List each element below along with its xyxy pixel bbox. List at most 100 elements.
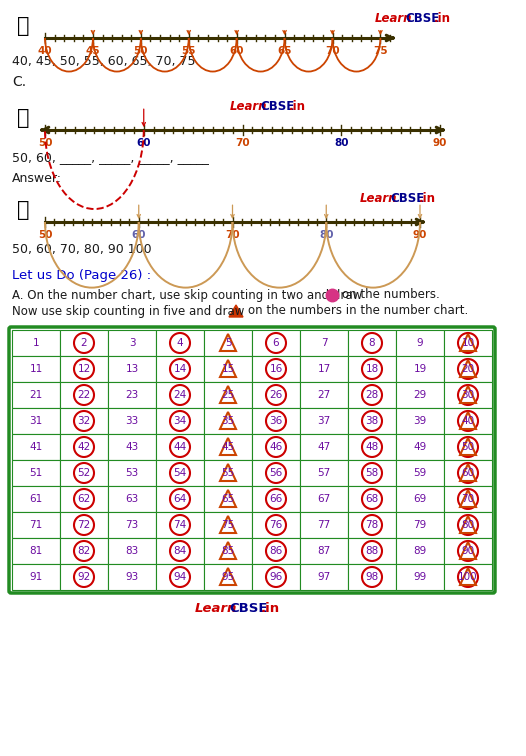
Bar [156, 434, 204, 460]
Bar [348, 408, 396, 434]
Text: 60: 60 [229, 46, 244, 56]
Text: A. On the number chart, use skip counting in two and draw: A. On the number chart, use skip countin… [12, 289, 362, 302]
Text: .in: .in [260, 602, 280, 615]
Text: 50: 50 [38, 230, 52, 240]
Bar [396, 512, 444, 538]
Text: Learn: Learn [360, 191, 398, 205]
Text: 71: 71 [29, 520, 43, 530]
Bar [252, 356, 300, 382]
Bar [60, 408, 108, 434]
Text: 36: 36 [269, 416, 282, 426]
Bar [396, 434, 444, 460]
Text: 75: 75 [373, 46, 388, 56]
Text: Answer:: Answer: [12, 172, 62, 184]
Text: 99: 99 [413, 572, 427, 582]
Bar [60, 460, 108, 486]
Text: Learn: Learn [195, 602, 237, 615]
Bar [444, 434, 492, 460]
Bar [444, 330, 492, 356]
Text: 27: 27 [317, 390, 331, 400]
Bar [300, 408, 348, 434]
Bar [348, 486, 396, 512]
Bar [60, 564, 108, 590]
Text: 55: 55 [181, 46, 196, 56]
Text: 15: 15 [221, 364, 235, 374]
Text: 8: 8 [369, 338, 376, 348]
Bar [108, 512, 156, 538]
Text: .in: .in [289, 101, 306, 113]
Bar [156, 356, 204, 382]
Text: 80: 80 [461, 520, 474, 530]
Bar [204, 512, 252, 538]
Text: 5: 5 [225, 338, 231, 348]
Bar [348, 564, 396, 590]
Text: 11: 11 [29, 364, 43, 374]
Bar [252, 460, 300, 486]
Bar [108, 460, 156, 486]
Text: 7: 7 [321, 338, 327, 348]
Text: 18: 18 [366, 364, 379, 374]
Bar [300, 356, 348, 382]
Text: 90: 90 [433, 138, 447, 148]
Text: 24: 24 [174, 390, 187, 400]
Text: 80: 80 [319, 230, 333, 240]
Text: 40: 40 [38, 46, 52, 56]
Text: 95: 95 [221, 572, 235, 582]
Text: 52: 52 [77, 468, 90, 478]
Bar [60, 330, 108, 356]
Text: 57: 57 [317, 468, 331, 478]
Text: 65: 65 [277, 46, 292, 56]
Text: 70: 70 [461, 494, 474, 504]
Text: 64: 64 [174, 494, 187, 504]
Text: 72: 72 [77, 520, 90, 530]
Text: 94: 94 [174, 572, 187, 582]
Bar [300, 538, 348, 564]
Text: 55: 55 [221, 468, 235, 478]
Bar [300, 486, 348, 512]
Text: 2: 2 [80, 338, 87, 348]
Text: 35: 35 [221, 416, 235, 426]
Text: MrTopper.com: MrTopper.com [219, 407, 441, 553]
Text: 25: 25 [221, 390, 235, 400]
Text: 98: 98 [366, 572, 379, 582]
Text: 58: 58 [366, 468, 379, 478]
Text: CBSE: CBSE [406, 11, 440, 24]
Text: 74: 74 [174, 520, 187, 530]
Bar [108, 382, 156, 408]
Bar [60, 538, 108, 564]
Text: 29: 29 [413, 390, 427, 400]
Text: 1: 1 [33, 338, 39, 348]
Bar [300, 382, 348, 408]
Text: 50, 60, 70, 80, 90 100: 50, 60, 70, 80, 90 100 [12, 243, 151, 256]
Text: 85: 85 [221, 546, 235, 556]
Bar [348, 460, 396, 486]
Bar [204, 382, 252, 408]
Text: 92: 92 [77, 572, 90, 582]
Text: 81: 81 [29, 546, 43, 556]
Text: 78: 78 [366, 520, 379, 530]
Text: 50: 50 [461, 442, 474, 452]
Text: 80: 80 [334, 138, 349, 148]
Bar [12, 356, 60, 382]
Bar [60, 382, 108, 408]
Text: 22: 22 [77, 390, 90, 400]
Bar [252, 564, 300, 590]
Text: 79: 79 [413, 520, 427, 530]
Bar [348, 512, 396, 538]
Bar [12, 330, 60, 356]
Text: 26: 26 [269, 390, 282, 400]
Bar [348, 434, 396, 460]
Bar [348, 356, 396, 382]
Bar [12, 408, 60, 434]
Bar [204, 460, 252, 486]
Bar [252, 408, 300, 434]
Text: 41: 41 [29, 442, 43, 452]
Text: 88: 88 [366, 546, 379, 556]
Text: 40, 45, 50, 55, 60, 65, 70, 75: 40, 45, 50, 55, 60, 65, 70, 75 [12, 55, 196, 69]
Bar [300, 330, 348, 356]
Text: 68: 68 [366, 494, 379, 504]
Text: 40: 40 [461, 416, 474, 426]
Bar [444, 564, 492, 590]
Bar [12, 512, 60, 538]
Bar [204, 330, 252, 356]
